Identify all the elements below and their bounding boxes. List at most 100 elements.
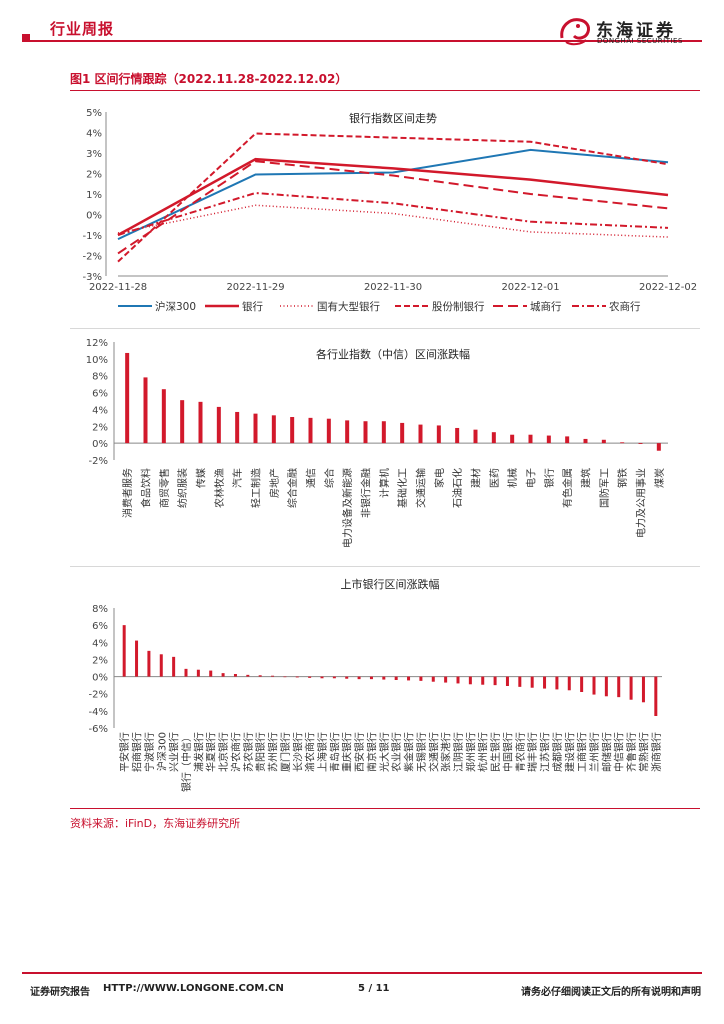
bar — [580, 676, 584, 692]
bar — [180, 400, 185, 444]
y-tick-label: 10% — [86, 355, 108, 366]
category-label: 房地产 — [268, 468, 281, 498]
category-label: 通信 — [306, 468, 318, 488]
category-label: 成都银行 — [551, 732, 564, 772]
category-label: 综合 — [323, 468, 336, 488]
category-label: 厦门银行 — [279, 732, 292, 772]
bar — [493, 676, 497, 686]
source-rule — [70, 808, 700, 809]
dragon-logo-icon — [560, 18, 590, 46]
y-tick-label: 0% — [92, 673, 108, 684]
x-tick-label: 2022-12-01 — [501, 282, 559, 293]
category-label: 苏农银行 — [242, 732, 255, 772]
category-label: 苏州银行 — [267, 732, 280, 772]
category-label: 交通运输 — [415, 468, 428, 508]
bar — [629, 676, 633, 700]
category-label: 渝农商行 — [304, 732, 317, 772]
category-label: 轻工制造 — [250, 468, 263, 508]
header-rule — [22, 40, 702, 42]
bar — [400, 422, 405, 444]
y-tick-label: 0% — [86, 211, 102, 222]
bar — [543, 676, 547, 689]
y-tick-label: -2% — [89, 456, 108, 467]
category-label: 郑州银行 — [464, 732, 477, 772]
x-tick-label: 2022-11-29 — [226, 282, 284, 293]
bar — [295, 676, 299, 678]
category-label: 计算机 — [378, 468, 391, 498]
bar — [233, 674, 237, 677]
y-tick-label: 2% — [92, 655, 108, 666]
legend-label: 国有大型银行 — [317, 300, 380, 313]
series-line-4 — [117, 160, 669, 255]
category-label: 华夏银行 — [205, 732, 218, 772]
chart-title: 各行业指数（中信）区间涨跌幅 — [316, 347, 470, 361]
y-tick-label: 3% — [86, 149, 102, 160]
category-label: 纺织服装 — [176, 468, 189, 508]
bar — [510, 434, 515, 444]
series-line-1 — [117, 157, 669, 237]
bar — [583, 438, 588, 444]
category-label: 消费者服务 — [121, 468, 134, 518]
y-tick-label: -1% — [83, 231, 102, 242]
series-line-5 — [117, 191, 669, 236]
chart-title: 上市银行区间涨跌幅 — [341, 577, 440, 591]
y-tick-label: 5% — [86, 108, 102, 119]
category-label: 建材 — [470, 468, 483, 488]
section-title: 行业周报 — [50, 20, 115, 38]
bar — [122, 625, 126, 677]
bar — [320, 676, 324, 679]
category-label: 中国银行 — [501, 732, 514, 772]
series-line-0 — [117, 148, 669, 241]
bar — [196, 669, 200, 677]
y-tick-label: 0% — [92, 439, 108, 450]
category-label: 西安银行 — [353, 732, 366, 772]
footer-url[interactable]: HTTP://WWW.LONGONE.COM.CN — [103, 983, 284, 994]
bar — [468, 676, 472, 685]
category-label: 浙商银行 — [650, 732, 663, 772]
bar — [567, 676, 571, 691]
bar — [455, 427, 460, 444]
category-label: 电力及公用事业 — [635, 468, 648, 538]
category-label: 民生银行 — [489, 732, 502, 772]
company-logo: 东海证券 DONGHAI SECURITIES — [556, 14, 706, 48]
category-label: 青岛银行 — [328, 732, 341, 772]
category-label: 张家港行 — [440, 732, 453, 772]
logo-name-cn: 东海证券 — [596, 21, 676, 41]
y-tick-label: 2% — [92, 422, 108, 433]
category-label: 江苏银行 — [539, 732, 552, 772]
category-label: 招商银行 — [131, 732, 144, 772]
industry-bar-chart: 各行业指数（中信）区间涨跌幅 12% 10% 8% 6% 4% 2% 0% -2% 消费者服务 食品… — [86, 338, 668, 548]
category-label: 医药 — [489, 468, 501, 488]
category-label: 浦发银行 — [192, 732, 205, 772]
category-label: 兰州银行 — [588, 732, 601, 772]
bar — [147, 650, 151, 677]
y-tick-label: 12% — [86, 338, 108, 349]
bar — [271, 415, 276, 444]
y-tick-label: 2% — [86, 170, 102, 181]
bar — [216, 406, 221, 444]
bar — [369, 676, 373, 680]
bar — [436, 425, 441, 444]
category-label: 中信银行 — [613, 732, 626, 772]
category-label: 重庆银行 — [341, 732, 354, 772]
bar — [381, 421, 386, 444]
category-label: 建设银行 — [563, 732, 576, 772]
bar — [184, 668, 188, 677]
x-tick-label: 2022-11-28 — [89, 282, 147, 293]
bar — [161, 389, 166, 444]
y-tick-label: 4% — [86, 129, 102, 140]
category-label: 南京银行 — [365, 732, 378, 772]
legend-label: 银行 — [242, 300, 263, 313]
category-label: 光大银行 — [378, 732, 391, 772]
category-label: 常熟银行 — [637, 732, 650, 772]
bar — [456, 676, 460, 684]
category-label: 建筑 — [580, 468, 593, 488]
bar — [444, 676, 448, 683]
header-accent — [22, 34, 30, 42]
legend-label: 城商行 — [530, 300, 562, 313]
x-tick-label: 2022-11-30 — [364, 282, 422, 293]
category-label: 非银行金融 — [360, 468, 373, 518]
bar — [246, 674, 250, 677]
bar — [546, 435, 551, 444]
bar — [656, 443, 661, 451]
